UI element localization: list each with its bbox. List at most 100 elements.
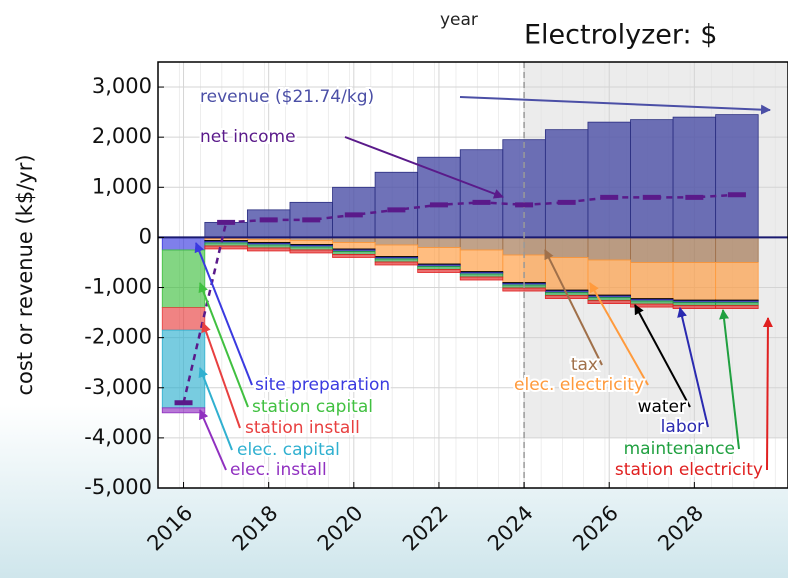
bar <box>587 300 631 304</box>
bar <box>672 262 717 301</box>
bar <box>417 237 461 248</box>
y-tick-label: 2,000 <box>92 124 152 148</box>
bar <box>161 249 206 308</box>
bar <box>630 262 674 299</box>
series-label-halo: elec. install <box>230 460 327 480</box>
bar <box>332 254 376 258</box>
series-label: station install <box>245 418 360 438</box>
y-tick-label: -4,000 <box>84 425 152 449</box>
label-arrow <box>198 282 249 408</box>
series-label-halo: station electricity <box>615 460 763 480</box>
bar <box>417 156 461 238</box>
series-label: revenue ($21.74/kg) <box>200 87 374 107</box>
bar <box>587 237 631 261</box>
series-label: elec. install <box>230 460 327 480</box>
bar <box>630 119 674 238</box>
series-label: station electricity <box>615 460 763 480</box>
series-label-halo: net income <box>200 127 296 147</box>
bar <box>587 297 631 301</box>
bar <box>502 254 546 283</box>
bar <box>332 242 376 250</box>
series-label-halo: revenue ($21.74/kg) <box>200 87 374 107</box>
chart-title: Electrolyzer: $ <box>524 20 717 51</box>
bar <box>246 247 291 252</box>
bar <box>459 273 504 278</box>
label-arrow <box>589 282 649 386</box>
bar <box>374 244 419 257</box>
series-label-halo: elec. electricity <box>514 375 644 395</box>
plot-frame <box>157 61 788 489</box>
bar <box>332 186 376 238</box>
bar <box>161 307 206 331</box>
series-label-halo: site preparation <box>255 375 390 395</box>
bar <box>459 276 504 281</box>
y-tick-label: -3,000 <box>84 375 152 399</box>
bar <box>715 262 759 301</box>
bar <box>332 251 376 255</box>
series-label: elec. capital <box>237 440 340 460</box>
y-axis-label: cost or revenue (k$/yr) <box>13 154 37 395</box>
series-label-halo: maintenance <box>624 439 735 459</box>
bar <box>289 246 333 251</box>
y-tick-label: 0 <box>139 224 152 248</box>
label-arrow <box>719 309 740 450</box>
bar <box>161 407 206 414</box>
series-label-halo: elec. capital <box>237 440 340 460</box>
series-label: water <box>638 397 686 417</box>
series-label: station capital <box>252 397 373 417</box>
series-label: maintenance <box>624 439 735 459</box>
bar <box>204 242 248 247</box>
label-arrow <box>198 409 227 471</box>
series-label: labor <box>661 417 704 437</box>
bar <box>544 129 589 238</box>
bar <box>630 237 674 263</box>
bar <box>587 121 631 238</box>
label-arrow <box>198 367 233 451</box>
bar <box>204 245 248 250</box>
series-label: elec. electricity <box>514 375 644 395</box>
bar <box>417 266 461 270</box>
label-arrow <box>634 304 691 408</box>
y-tick-label: 3,000 <box>92 74 152 98</box>
bar <box>459 249 504 272</box>
bar <box>374 171 419 238</box>
bar <box>417 269 461 273</box>
label-arrow <box>762 317 773 471</box>
bar <box>374 261 419 266</box>
bar <box>417 247 461 265</box>
bar <box>715 305 759 309</box>
bar <box>672 302 717 306</box>
series-label: site preparation <box>255 375 390 395</box>
label-arrow <box>194 242 253 386</box>
bar <box>374 237 419 246</box>
series-label: tax <box>571 355 598 375</box>
series-label-halo: labor <box>661 417 704 437</box>
bar <box>246 239 291 243</box>
bar <box>246 244 291 249</box>
label-arrow <box>201 322 241 429</box>
y-tick-label: -2,000 <box>84 325 152 349</box>
bar <box>502 287 546 292</box>
series-label: net income <box>200 127 296 147</box>
bar <box>715 237 759 263</box>
bar <box>289 249 333 254</box>
y-tick-label: -5,000 <box>84 475 152 499</box>
bar <box>459 237 504 251</box>
series-label-halo: station install <box>245 418 360 438</box>
y-tick-label: -1,000 <box>84 275 152 299</box>
label-arrow <box>544 249 603 366</box>
label-arrow <box>677 307 709 428</box>
bar <box>715 114 759 238</box>
bar <box>246 209 291 238</box>
series-label-halo: station capital <box>252 397 373 417</box>
x-axis-label: year <box>440 10 478 30</box>
series-label-halo: water <box>638 397 686 417</box>
bar <box>630 300 674 305</box>
bar <box>544 295 589 299</box>
label-arrow <box>344 136 504 199</box>
bar <box>715 302 759 306</box>
bar <box>374 258 419 263</box>
label-arrow <box>459 96 771 115</box>
bar <box>544 237 589 258</box>
